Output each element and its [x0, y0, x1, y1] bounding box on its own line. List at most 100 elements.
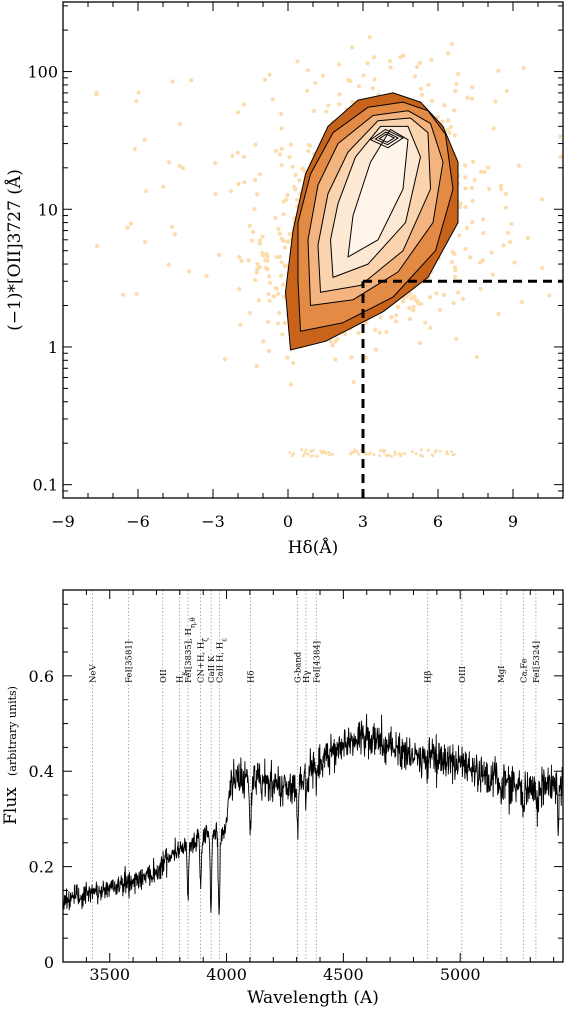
scatter-point: [372, 77, 377, 82]
scatter-point: [453, 268, 458, 273]
line-marker-label: Hκ: [175, 671, 188, 683]
line-marker-label: OII: [159, 669, 169, 683]
scatter-point: [412, 294, 417, 299]
scatter-point: [519, 299, 525, 305]
y-axis-label: Flux: [1, 787, 21, 825]
scatter-point: [230, 153, 235, 158]
scatter-point: [499, 186, 504, 191]
limit-point: [393, 452, 397, 456]
scatter-point: [468, 255, 473, 260]
scatter-point: [507, 239, 512, 245]
limit-point: [288, 451, 292, 455]
scatter-point: [125, 225, 130, 230]
scatter-point: [454, 82, 459, 87]
scatter-point: [463, 186, 468, 191]
scatter-point: [189, 78, 194, 83]
scatter-point: [276, 226, 281, 231]
limit-point: [414, 452, 418, 456]
scatter-point: [407, 305, 412, 311]
scatter-point: [257, 172, 262, 177]
x-tick-label: −3: [201, 512, 225, 531]
spectrum-line: [63, 713, 563, 915]
scatter-point: [324, 109, 329, 114]
limit-point: [302, 454, 305, 458]
scatter-point: [558, 154, 563, 159]
scatter-point: [463, 246, 468, 251]
scatter-point: [452, 108, 457, 113]
limit-point: [328, 453, 332, 457]
y-axis-label: (−1)*[OII]3727 (Å): [4, 169, 25, 331]
scatter-point: [365, 61, 370, 66]
scatter-point: [411, 308, 416, 313]
line-marker-label: MgI: [497, 665, 507, 683]
scatter-point: [411, 304, 416, 310]
selection-cut-lines: [361, 279, 563, 498]
contour-level: [347, 128, 409, 258]
scatter-point: [177, 164, 182, 169]
scatter-point: [415, 64, 420, 69]
line-marker-label: Ca,Fe: [519, 658, 529, 683]
scatter-point: [237, 287, 242, 292]
scatter-point: [558, 134, 563, 139]
scatter-point: [472, 178, 477, 183]
line-marker-label: FeI[4384]: [312, 641, 322, 683]
scatter-point: [255, 261, 260, 267]
scatter-point: [285, 239, 290, 244]
scatter-point: [350, 45, 355, 50]
x-tick-label: 4500: [323, 965, 364, 984]
scatter-point: [180, 166, 185, 171]
limit-point: [300, 448, 304, 452]
scatter-point: [453, 89, 458, 94]
scatter-panel: −9 −6 −3 0 3 6 9 0.1 1 10 100 Hδ(Å) (−1)*[OII]372…: [4, 1, 564, 558]
scatter-point: [346, 78, 351, 83]
scatter-point: [281, 294, 286, 299]
limit-point: [410, 450, 414, 454]
scatter-point: [503, 205, 508, 210]
scatter-point: [236, 110, 241, 115]
scatter-point: [291, 360, 296, 366]
scatter-point: [249, 238, 254, 243]
scatter-plot-area: [94, 35, 563, 498]
scatter-point: [458, 201, 463, 206]
scatter-point: [285, 193, 290, 198]
scatter-point: [239, 259, 244, 264]
limit-point: [319, 449, 323, 453]
scatter-point: [263, 258, 268, 263]
scatter-point: [281, 282, 286, 287]
scatter-point: [128, 221, 133, 226]
limit-point: [379, 449, 382, 452]
scatter-point: [450, 41, 455, 47]
scatter-point: [481, 230, 486, 236]
limit-point: [348, 452, 352, 456]
scatter-point: [255, 267, 260, 272]
scatter-point: [453, 274, 458, 280]
scatter-point: [222, 357, 228, 362]
scatter-point: [377, 330, 382, 335]
x-axis-label: Hδ(Å): [288, 537, 339, 558]
scatter-point: [326, 103, 331, 108]
scatter-point: [273, 286, 278, 291]
line-marker-label: Hδ: [246, 670, 256, 683]
scatter-point: [287, 155, 292, 160]
scatter-point: [428, 325, 433, 330]
scatter-point: [335, 336, 340, 342]
limit-point: [372, 453, 376, 457]
limit-point: [390, 454, 393, 458]
x-tick-label: −6: [126, 512, 150, 531]
scatter-point: [241, 154, 246, 159]
scatter-point: [228, 188, 234, 194]
scatter-point: [257, 238, 262, 243]
scatter-point: [342, 331, 348, 337]
scatter-point: [306, 142, 311, 147]
scatter-point: [277, 231, 282, 236]
x-axis-ticks: −9 −6 −3 0 3 6 9: [51, 2, 564, 531]
scatter-point: [384, 330, 389, 335]
line-marker-label: FeI[3581]: [125, 641, 135, 683]
scatter-point: [263, 265, 268, 270]
scatter-point: [213, 192, 218, 197]
scatter-point: [417, 341, 422, 346]
scatter-point: [491, 126, 496, 131]
scatter-point: [356, 330, 361, 336]
scatter-point: [474, 354, 479, 360]
